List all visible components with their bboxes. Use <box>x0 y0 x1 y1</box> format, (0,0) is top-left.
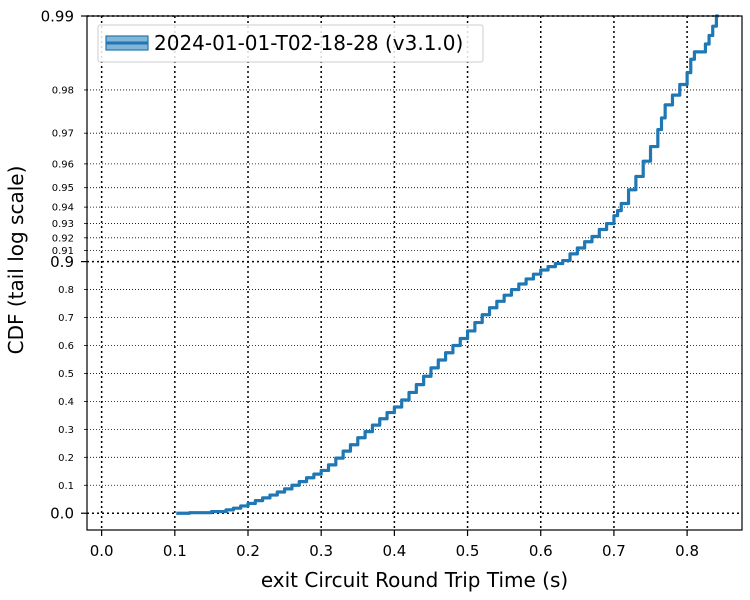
y-axis-label: CDF (tail log scale) <box>4 166 28 355</box>
x-tick-label: 0.8 <box>675 542 699 560</box>
x-tick-label: 0.5 <box>456 542 480 560</box>
y-minor-tick-label: 0.97 <box>52 129 74 140</box>
y-minor-tick-label: 0.95 <box>52 183 74 194</box>
y-minor-tick-label: 0.7 <box>58 313 74 324</box>
y-minor-tick-label: 0.96 <box>52 159 74 170</box>
grid-lines <box>87 15 742 530</box>
y-minor-tick-label: 0.92 <box>52 233 74 244</box>
y-minor-tick-label: 0.2 <box>58 453 74 464</box>
y-minor-tick-label: 0.98 <box>52 85 74 96</box>
y-minor-tick-label: 0.6 <box>58 341 74 352</box>
x-tick-label: 0.1 <box>163 542 187 560</box>
y-minor-tick-label: 0.1 <box>58 481 74 492</box>
x-tick-label: 0.0 <box>90 542 114 560</box>
x-tick-label: 0.3 <box>309 542 333 560</box>
x-tick-label: 0.6 <box>529 542 553 560</box>
legend: 2024-01-01-T02-18-28 (v3.1.0) <box>97 24 484 63</box>
legend-box <box>97 24 484 63</box>
y-minor-tick-label: 0.5 <box>58 369 74 380</box>
tick-labels: 0.0 0.1 0.2 0.3 0.4 0.5 0.6 0.7 0.8 0.1 0.2 0.3 0.4 0… <box>41 8 699 561</box>
legend-entry-label: 2024-01-01-T02-18-28 (v3.1.0) <box>154 31 463 55</box>
y-minor-tick-label: 0.94 <box>52 203 74 214</box>
y-minor-tick-label: 0.8 <box>58 285 74 296</box>
x-tick-label: 0.2 <box>236 542 260 560</box>
y-major-tick-label: 0.99 <box>41 8 74 26</box>
plot-frame <box>86 15 743 531</box>
y-minor-tick-label: 0.93 <box>52 219 74 230</box>
x-tick-label: 0.7 <box>602 542 626 560</box>
y-minor-tick-label: 0.91 <box>52 246 74 257</box>
y-major-tick-label: 0.0 <box>50 505 74 523</box>
y-major-tick-label: 0.9 <box>50 253 74 271</box>
y-minor-tick-label: 0.4 <box>58 397 74 408</box>
series-lines <box>176 14 719 515</box>
x-axis-label: exit Circuit Round Trip Time (s) <box>261 568 568 592</box>
series-line <box>176 14 719 515</box>
y-minor-tick-label: 0.3 <box>58 425 74 436</box>
tick-marks <box>81 15 688 536</box>
x-tick-label: 0.4 <box>382 542 406 560</box>
